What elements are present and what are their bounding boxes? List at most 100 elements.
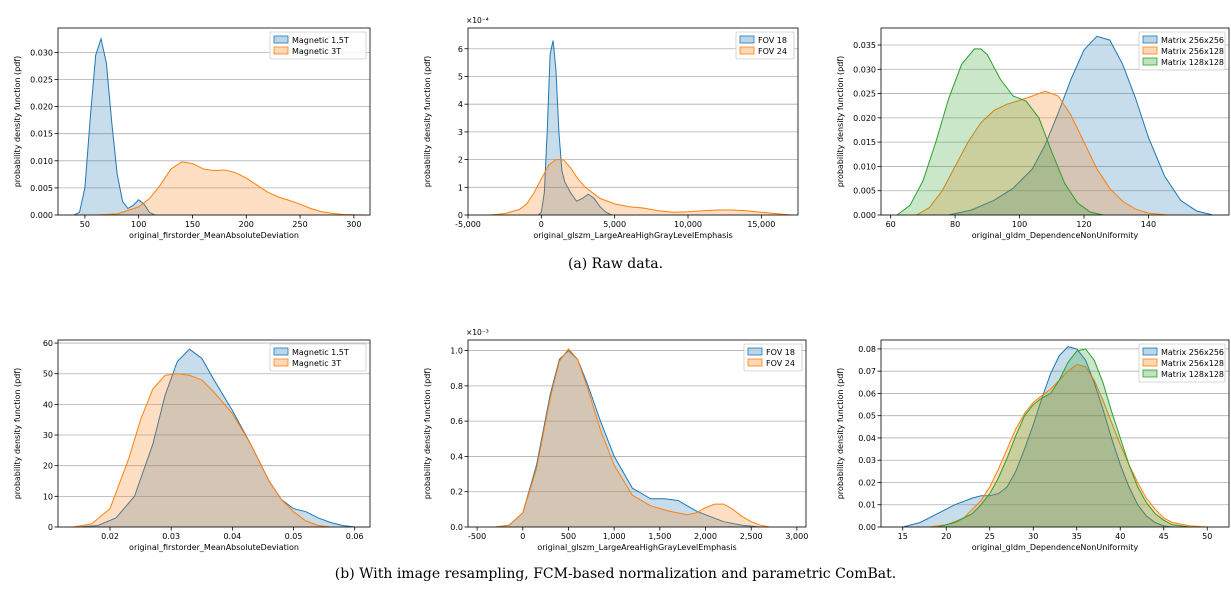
chart-panel-matrix-harmonized: 15 20 25 30 35 40 45 50 0.00 0.01 0.02 0.03 0.04 0.05… (836, 339, 1230, 552)
legend-box (743, 343, 803, 372)
y-axis-label: probability density function (pdf) (423, 368, 432, 500)
x-tick-label: 2,500 (740, 532, 763, 541)
x-tick-label: 0 (539, 220, 544, 229)
x-tick-label: 500 (561, 532, 576, 541)
y-tick-label: 0.07 (858, 367, 876, 376)
plot-frame (467, 27, 799, 216)
y-tick-label: 5 (458, 72, 463, 81)
legend-swatch (1142, 35, 1158, 44)
y-tick-label: 0.8 (450, 382, 463, 391)
y-tick-label: 0.005 (30, 184, 53, 193)
x-tick-label: 80 (950, 220, 960, 229)
density-line (495, 347, 770, 527)
y-tick-label: 0.025 (853, 90, 876, 99)
density-area (937, 348, 1190, 527)
y-tick-label: 0.015 (853, 138, 876, 147)
y-tick-label: 0.6 (450, 417, 463, 426)
y-tick-label: 60 (43, 339, 53, 348)
y-tick-label: 0.035 (853, 41, 876, 50)
legend-swatch (273, 46, 289, 55)
density-line (948, 35, 1214, 215)
legend-label: Matrix 128x128 (1161, 58, 1224, 67)
x-tick-label: 50 (1202, 532, 1212, 541)
y-tick-label: 50 (43, 370, 53, 379)
legend-box (269, 31, 367, 60)
x-tick-label: 0.04 (223, 532, 241, 541)
x-tick-label: 15 (898, 532, 908, 541)
y-tick-label: 0.010 (30, 157, 53, 166)
density-area (902, 346, 1173, 527)
x-tick-label: -5,000 (455, 220, 481, 229)
legend-label: FOV 24 (758, 47, 787, 56)
x-tick-label: 60 (886, 220, 896, 229)
y-tick-label: 2 (458, 156, 463, 165)
series-group (896, 35, 1214, 215)
y-tick-label: 0.4 (450, 452, 463, 461)
series-group (73, 36, 365, 215)
chart-panel-magnetic-harmonized: 0.02 0.03 0.04 0.05 0.06 0 10 20 30 40 50 60 origina… (13, 339, 371, 552)
legend-swatch (1142, 57, 1158, 66)
x-tick-label: 0.02 (101, 532, 119, 541)
caption-a: (a) Raw data. (567, 256, 664, 272)
y-tick-label: 0 (458, 211, 463, 220)
legend-label: Matrix 128x128 (1161, 370, 1224, 379)
y-tick-label: 0.2 (450, 488, 463, 497)
x-tick-label: 150 (185, 220, 200, 229)
x-tick-label: 0 (520, 532, 525, 541)
x-tick-label: 50 (80, 220, 90, 229)
x-tick-label: 0.06 (346, 532, 364, 541)
y-tick-label: 0.030 (853, 65, 876, 74)
plot-frame (880, 27, 1230, 216)
y-axis-label: probability density function (pdf) (423, 56, 432, 188)
y-tick-label: 0.015 (30, 130, 53, 139)
x-tick-label: -500 (468, 532, 486, 541)
y-tick-label: 40 (43, 400, 53, 409)
density-area (916, 91, 1168, 215)
legend-box (1138, 31, 1226, 71)
y-axis-multiplier: ×10⁻³ (466, 328, 489, 337)
legend-swatch (1142, 369, 1158, 378)
x-tick-label: 140 (1141, 220, 1156, 229)
legend-swatch (273, 358, 289, 367)
density-area (73, 373, 331, 527)
legend-label: Magnetic 1.5T (292, 348, 349, 357)
y-tick-label: 0.000 (853, 211, 876, 220)
legend-swatch (1142, 46, 1158, 55)
x-tick-label: 3,000 (785, 532, 808, 541)
x-tick-label: 100 (1012, 220, 1027, 229)
legend-swatch (739, 35, 755, 44)
chart-panel-fov-raw: -5,000 0 5,000 10,000 15,0000123456×10⁻⁴orig… (423, 16, 799, 240)
y-tick-label: 0.08 (858, 345, 876, 354)
x-tick-label: 1,000 (603, 532, 626, 541)
x-tick-label: 300 (346, 220, 361, 229)
density-line (73, 36, 156, 215)
x-axis-label: original_gldm_DependenceNonUniformity (972, 231, 1139, 240)
x-tick-label: 15,000 (747, 220, 775, 229)
legend-label: Matrix 256x256 (1161, 36, 1224, 45)
y-tick-label: 30 (43, 431, 53, 440)
y-axis-label: probability density function (pdf) (836, 368, 845, 500)
legend-label: Matrix 256x256 (1161, 348, 1224, 357)
y-tick-label: 0.020 (30, 103, 53, 112)
density-line (937, 348, 1190, 527)
x-tick-label: 250 (292, 220, 307, 229)
y-tick-label: 0 (48, 523, 53, 532)
density-line (73, 373, 331, 527)
density-area (538, 40, 612, 215)
density-line (495, 349, 761, 527)
x-tick-label: 35 (1072, 532, 1082, 541)
density-area (897, 48, 1104, 215)
density-line (95, 161, 365, 215)
legend-box (735, 31, 795, 60)
density-line (79, 348, 355, 527)
y-tick-label: 0.02 (858, 478, 876, 487)
series-group (489, 40, 791, 215)
x-axis-label: original_glszm_LargeAreaHighGrayLevelEmp… (533, 231, 732, 240)
legend-label: FOV 24 (766, 359, 795, 368)
y-tick-label: 4 (458, 100, 463, 109)
legend-label: Magnetic 3T (292, 359, 341, 368)
legend-swatch (747, 358, 763, 367)
density-line (916, 90, 1168, 215)
y-tick-label: 0.025 (30, 75, 53, 84)
x-tick-label: 0.03 (162, 532, 180, 541)
